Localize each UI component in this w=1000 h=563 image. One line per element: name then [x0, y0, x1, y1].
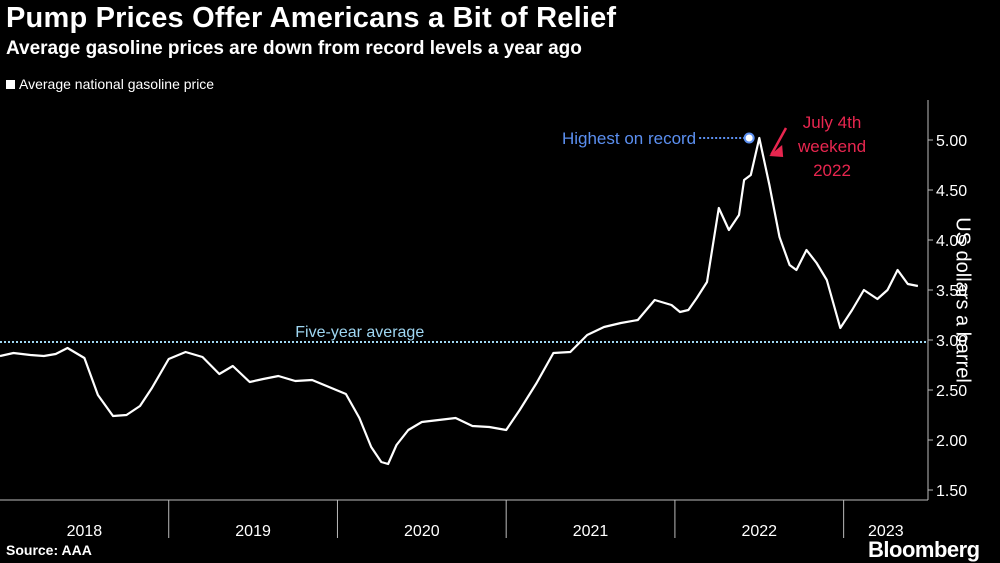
record-label: Highest on record — [562, 129, 696, 148]
y-tick-label: 4.00 — [936, 233, 967, 250]
y-axis-title: US dollars a barrel — [951, 217, 974, 383]
y-tick-label: 5.00 — [936, 133, 967, 150]
y-tick-label: 4.50 — [936, 183, 967, 200]
july-label-line: 2022 — [813, 161, 851, 180]
x-tick-label: 2020 — [404, 523, 440, 540]
x-tick-label: 2021 — [573, 523, 609, 540]
series-layer — [0, 136, 919, 466]
legend-label: Average national gasoline price — [19, 76, 215, 92]
x-tick-label: 2018 — [67, 523, 103, 540]
y-tick-label: 3.50 — [936, 283, 967, 300]
source-note: Source: AAA — [6, 542, 92, 558]
x-tick-label: 2022 — [741, 523, 777, 540]
july-arrow-shaft — [770, 127, 788, 156]
bloomberg-logo: Bloomberg — [868, 537, 980, 562]
y-tick-label: 2.50 — [936, 383, 967, 400]
july-label-line: weekend — [797, 137, 866, 156]
annotations: Highest on record July 4th weekend 2022 — [562, 113, 866, 180]
x-tick-label: 2019 — [235, 523, 271, 540]
y-tick-label: 2.00 — [936, 433, 967, 450]
record-marker — [743, 132, 755, 144]
y-tick-label: 1.50 — [936, 483, 967, 500]
five-year-average-label: Five-year average — [295, 324, 424, 341]
legend: Average national gasoline price — [6, 76, 214, 92]
chart-frame — [0, 100, 929, 501]
chart-subtitle: Average gasoline prices are down from re… — [6, 38, 582, 59]
legend-swatch — [6, 79, 15, 89]
five-year-average: Five-year average — [0, 324, 928, 343]
y-tick-label: 3.00 — [936, 333, 967, 350]
x-axis: 2018 2019 2020 2021 2022 2023 — [67, 500, 904, 540]
y-axis: 1.50 2.00 2.50 3.00 3.50 4.00 4.50 5.00 — [928, 133, 967, 500]
x-tick-label: 2023 — [868, 523, 904, 540]
chart-title: Pump Prices Offer Americans a Bit of Rel… — [6, 2, 617, 34]
july-arrow-head — [769, 145, 784, 157]
series-line-gasoline-price — [0, 136, 919, 466]
july-label-line: July 4th — [803, 113, 862, 132]
